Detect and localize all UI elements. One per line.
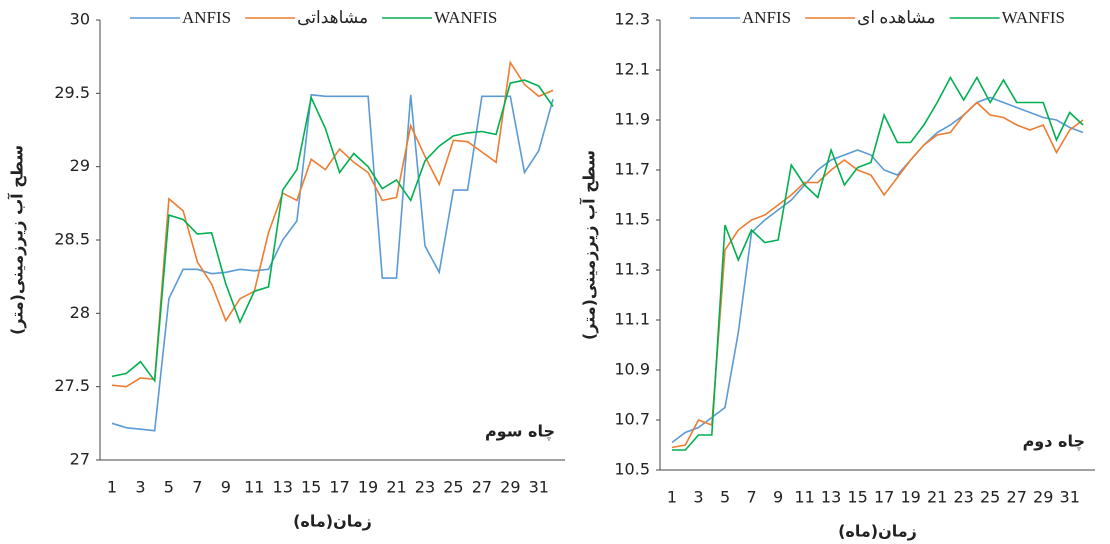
y-tick-label: 10.7: [614, 410, 650, 429]
x-tick-label: 5: [720, 488, 730, 507]
legend-label: WANFIS: [1002, 8, 1065, 27]
series-line: [671, 96, 1084, 444]
y-tick-label: 29: [70, 156, 90, 175]
x-tick-label: 31: [529, 478, 549, 497]
x-tick-label: 27: [472, 478, 492, 497]
annotation: چاه سوم: [485, 422, 555, 442]
x-tick-label: 15: [847, 488, 867, 507]
x-tick-label: 7: [746, 488, 756, 507]
legend-label: ANFIS: [182, 8, 231, 27]
x-tick-label: 11: [244, 478, 264, 497]
x-tick-label: 21: [386, 478, 406, 497]
y-tick-label: 11.9: [614, 110, 650, 129]
x-tick-label: 11: [794, 488, 814, 507]
y-tick-label: 28.5: [54, 230, 90, 249]
x-tick-label: 25: [980, 488, 1000, 507]
y-tick-label: 11.3: [614, 260, 650, 279]
legend-label: مشاهده ای: [857, 8, 936, 27]
series-line: [671, 101, 1084, 449]
x-axis-title: زمان(ماه): [293, 512, 372, 531]
x-tick-label: 29: [1033, 488, 1053, 507]
x-tick-label: 9: [221, 478, 231, 497]
x-tick-label: 13: [273, 478, 293, 497]
series-line: [111, 79, 554, 383]
x-tick-label: 7: [192, 478, 202, 497]
x-tick-label: 1: [107, 478, 117, 497]
y-axis-title: سطح آب زیرزمینی(متر): [579, 150, 599, 340]
x-tick-label: 3: [693, 488, 703, 507]
x-tick-label: 29: [500, 478, 520, 497]
x-tick-label: 17: [329, 478, 349, 497]
y-tick-label: 11.1: [614, 310, 650, 329]
y-tick-label: 12.1: [614, 60, 650, 79]
y-tick-label: 27: [70, 450, 90, 469]
x-tick-label: 31: [1060, 488, 1080, 507]
x-tick-label: 9: [773, 488, 783, 507]
legend-label: مشاهداتی: [297, 8, 368, 27]
x-tick-label: 21: [927, 488, 947, 507]
x-tick-label: 25: [443, 478, 463, 497]
x-tick-label: 5: [164, 478, 174, 497]
legend-label: WANFIS: [434, 8, 497, 27]
y-tick-label: 10.5: [614, 460, 650, 479]
y-tick-label: 30: [70, 10, 90, 29]
x-tick-label: 23: [415, 478, 435, 497]
series-line: [111, 60, 554, 388]
x-tick-label: 1: [667, 488, 677, 507]
y-tick-label: 12.3: [614, 10, 650, 29]
x-axis-title: زمان(ماه): [838, 522, 917, 541]
x-tick-label: 3: [135, 478, 145, 497]
y-tick-label: 10.9: [614, 360, 650, 379]
series-line: [672, 75, 1084, 451]
chart: 10.5 10.7 10.9 11.1 11.3 11.5 11.7 11.9 12.1 12.3…: [579, 8, 1095, 541]
x-tick-label: 17: [874, 488, 894, 507]
annotation: چاه دوم: [1023, 432, 1085, 452]
y-tick-label: 11.5: [614, 210, 650, 229]
x-tick-label: 23: [953, 488, 973, 507]
legend-label: ANFIS: [742, 8, 791, 27]
y-axis-title: سطح آب زیرزمینی(متر): [7, 145, 27, 335]
y-tick-label: 29.5: [54, 83, 90, 102]
series-line: [111, 93, 554, 432]
x-tick-label: 19: [358, 478, 378, 497]
x-tick-label: 15: [301, 478, 321, 497]
x-tick-label: 27: [1007, 488, 1027, 507]
x-tick-label: 13: [821, 488, 841, 507]
y-tick-label: 11.7: [614, 160, 650, 179]
y-tick-label: 27.5: [54, 376, 90, 395]
y-tick-label: 28: [70, 303, 90, 322]
x-tick-label: 19: [900, 488, 920, 507]
